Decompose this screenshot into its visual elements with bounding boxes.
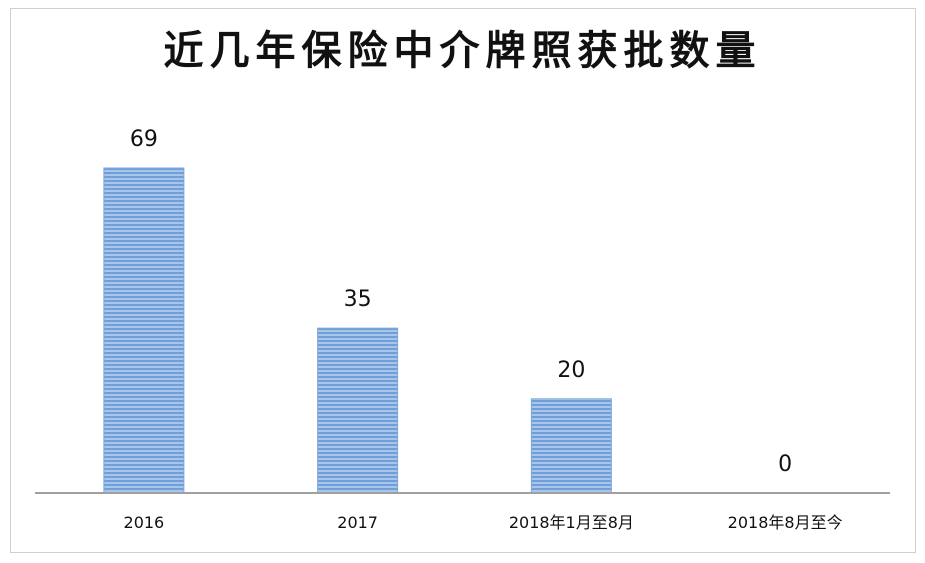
bar-2 [530,398,612,494]
bar-0 [103,167,185,494]
data-label-1: 35 [344,287,372,312]
data-label-0: 69 [130,127,158,152]
x-tick-label-1: 2017 [337,513,378,532]
bar-1 [317,327,399,494]
x-tick-label-3: 2018年8月至今 [728,513,843,532]
data-label-3: 0 [778,452,792,477]
x-tick-label-2: 2018年1月至8月 [509,513,634,532]
data-label-2: 20 [557,358,585,383]
chart-title: 近几年保险中介牌照获批数量 [163,28,762,74]
x-tick-label-0: 2016 [124,513,165,532]
